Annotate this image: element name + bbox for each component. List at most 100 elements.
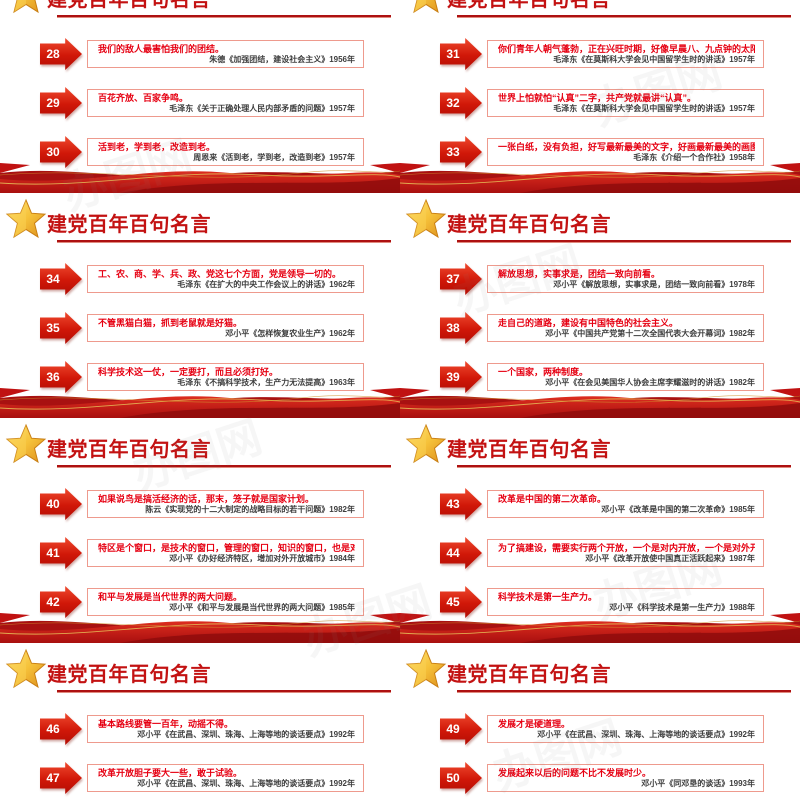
slide-thumbnail[interactable]: 建党百年百句名言 31 你们青年人朝气蓬勃，正在兴旺时期，好像早晨八、九点钟的太…: [400, 0, 800, 193]
number-arrow-badge: 34: [40, 263, 82, 295]
slide-title: 建党百年百句名言: [47, 439, 211, 461]
number-arrow-badge: 36: [40, 361, 82, 393]
quote-item: 30 活到老，学到老，改造到老。 周恩来《活到老，学到老，改造到老》1957年: [40, 136, 364, 168]
quote-list: 37 解放思想，实事求是，团结一致向前看。 邓小平《解放思想，实事求是，团结一致…: [400, 193, 800, 418]
item-number: 45: [446, 595, 460, 609]
slide-header: 建党百年百句名言: [400, 418, 800, 472]
quote-source: 邓小平《在武昌、深圳、珠海、上海等地的谈话要点》1992年: [537, 730, 755, 739]
quote-item: 44 为了搞建设，需要实行两个开放，一个是对内开放，一个是对外开放。 邓小平《改…: [440, 537, 764, 569]
quote-item: 41 特区是个窗口，是技术的窗口，管理的窗口，知识的窗口，也是对外政策的窗口。 …: [40, 537, 364, 569]
slide-thumbnail[interactable]: 建党百年百句名言 40 如果说鸟是搞活经济的话，那末，笼子就是国家计划。 陈云《…: [0, 418, 400, 643]
number-arrow-badge: 28: [40, 38, 82, 70]
header-divider: [57, 240, 391, 243]
quote-source: 邓小平《在武昌、深圳、珠海、上海等地的谈话要点》1992年: [137, 730, 355, 739]
number-arrow-badge: 33: [440, 136, 482, 168]
number-arrow-badge: 37: [440, 263, 482, 295]
quote-box: 特区是个窗口，是技术的窗口，管理的窗口，知识的窗口，也是对外政策的窗口。 邓小平…: [87, 539, 364, 567]
gold-star-icon: [405, 423, 447, 464]
quote-text: 改革开放胆子要大一些，敢于试验。: [98, 768, 243, 778]
item-number: 31: [446, 47, 460, 61]
quote-item: 45 科学技术是第一生产力。 邓小平《科学技术是第一生产力》1988年: [440, 586, 764, 618]
slide-thumbnail[interactable]: 建党百年百句名言 28 我们的敌人最害怕我们的团结。 朱德《加强团结，建设社会主…: [0, 0, 400, 193]
item-number: 49: [446, 722, 460, 736]
item-number: 43: [446, 497, 460, 511]
slide-header: 建党百年百句名言: [400, 193, 800, 247]
number-arrow-badge: 42: [40, 586, 82, 618]
slide-title: 建党百年百句名言: [447, 214, 611, 236]
item-number: 41: [46, 546, 60, 560]
quote-box: 如果说鸟是搞活经济的话，那末，笼子就是国家计划。 陈云《实现党的十二大制定的战略…: [87, 490, 364, 518]
quote-source: 邓小平《在武昌、深圳、珠海、上海等地的谈话要点》1992年: [137, 779, 355, 788]
ribbon-decoration: [0, 163, 400, 193]
quote-list: 49 发展才是硬道理。 邓小平《在武昌、深圳、珠海、上海等地的谈话要点》1992…: [400, 643, 800, 800]
item-number: 47: [46, 771, 60, 785]
quote-source: 毛泽东《在莫斯科大学会见中国留学生时的讲话》1957年: [553, 104, 755, 113]
slide-thumbnail[interactable]: 建党百年百句名言 43 改革是中国的第二次革命。 邓小平《改革是中国的第二次革命…: [400, 418, 800, 643]
quote-text: 科学技术是第一生产力。: [498, 592, 598, 602]
slide-thumbnail[interactable]: 建党百年百句名言 34 工、农、商、学、兵、政、党这七个方面，党是领导一切的。 …: [0, 193, 400, 418]
quote-item: 38 走自己的道路，建设有中国特色的社会主义。 邓小平《中国共产党第十二次全国代…: [440, 312, 764, 344]
number-arrow-badge: 30: [40, 136, 82, 168]
quote-item: 31 你们青年人朝气蓬勃，正在兴旺时期，好像早晨八、九点钟的太阳。 毛泽东《在莫…: [440, 38, 764, 70]
number-arrow-badge: 39: [440, 361, 482, 393]
item-number: 30: [46, 145, 60, 159]
slide-title: 建党百年百句名言: [47, 664, 211, 686]
slide-title: 建党百年百句名言: [47, 0, 211, 11]
quote-item: 40 如果说鸟是搞活经济的话，那末，笼子就是国家计划。 陈云《实现党的十二大制定…: [40, 488, 364, 520]
slide-thumbnail[interactable]: 建党百年百句名言 37 解放思想，实事求是，团结一致向前看。 邓小平《解放思想，…: [400, 193, 800, 418]
item-number: 44: [446, 546, 460, 560]
quote-text: 发展起来以后的问题不比不发展时少。: [498, 768, 652, 778]
quote-source: 邓小平《怎样恢复农业生产》1962年: [225, 329, 355, 338]
slide-title: 建党百年百句名言: [47, 214, 211, 236]
quote-item: 47 改革开放胆子要大一些，敢于试验。 邓小平《在武昌、深圳、珠海、上海等地的谈…: [40, 762, 364, 794]
slide-title: 建党百年百句名言: [447, 664, 611, 686]
item-number: 35: [46, 321, 60, 335]
header-divider: [457, 15, 791, 18]
quote-text: 科学技术这一仗，一定要打，而且必须打好。: [98, 367, 279, 377]
quote-source: 毛泽东《在扩大的中央工作会议上的讲话》1962年: [177, 280, 355, 289]
item-number: 38: [446, 321, 460, 335]
quote-text: 你们青年人朝气蓬勃，正在兴旺时期，好像早晨八、九点钟的太阳。: [498, 44, 755, 54]
quote-source: 邓小平《科学技术是第一生产力》1988年: [609, 603, 755, 612]
quote-box: 活到老，学到老，改造到老。 周恩来《活到老，学到老，改造到老》1957年: [87, 138, 364, 166]
slide-title: 建党百年百句名言: [447, 0, 611, 11]
quote-source: 陈云《实现党的十二大制定的战略目标的若干问题》1982年: [145, 505, 355, 514]
ribbon-decoration: [0, 388, 400, 418]
quote-source: 邓小平《改革开放使中国真正活跃起来》1987年: [585, 554, 755, 563]
number-arrow-badge: 32: [440, 87, 482, 119]
item-number: 36: [46, 370, 60, 384]
quote-source: 周恩来《活到老，学到老，改造到老》1957年: [193, 153, 355, 162]
quote-box: 一个国家，两种制度。 邓小平《在会见美国华人协会主席李耀滋时的讲话》1982年: [487, 363, 764, 391]
quote-list: 31 你们青年人朝气蓬勃，正在兴旺时期，好像早晨八、九点钟的太阳。 毛泽东《在莫…: [400, 0, 800, 193]
number-arrow-badge: 44: [440, 537, 482, 569]
item-number: 32: [446, 96, 460, 110]
quote-list: 40 如果说鸟是搞活经济的话，那末，笼子就是国家计划。 陈云《实现党的十二大制定…: [0, 418, 400, 643]
quote-item: 43 改革是中国的第二次革命。 邓小平《改革是中国的第二次革命》1985年: [440, 488, 764, 520]
quote-source: 毛泽东《介绍一个合作社》1958年: [633, 153, 755, 162]
number-arrow-badge: 49: [440, 713, 482, 745]
quote-item: 37 解放思想，实事求是，团结一致向前看。 邓小平《解放思想，实事求是，团结一致…: [440, 263, 764, 295]
quote-source: 毛泽东《不搞科学技术，生产力无法提高》1963年: [177, 378, 355, 387]
quote-text: 工、农、商、学、兵、政、党这七个方面，党是领导一切的。: [98, 269, 342, 279]
quote-list: 34 工、农、商、学、兵、政、党这七个方面，党是领导一切的。 毛泽东《在扩大的中…: [0, 193, 400, 418]
slide-thumbnail[interactable]: 建党百年百句名言 46 基本路线要管一百年，动摇不得。 邓小平《在武昌、深圳、珠…: [0, 643, 400, 800]
quote-item: 49 发展才是硬道理。 邓小平《在武昌、深圳、珠海、上海等地的谈话要点》1992…: [440, 713, 764, 745]
item-number: 39: [446, 370, 460, 384]
header-divider: [57, 465, 391, 468]
number-arrow-badge: 41: [40, 537, 82, 569]
quote-item: 29 百花齐放、百家争鸣。 毛泽东《关于正确处理人民内部矛盾的问题》1957年: [40, 87, 364, 119]
item-number: 46: [46, 722, 60, 736]
quote-box: 发展才是硬道理。 邓小平《在武昌、深圳、珠海、上海等地的谈话要点》1992年: [487, 715, 764, 743]
quote-box: 我们的敌人最害怕我们的团结。 朱德《加强团结，建设社会主义》1956年: [87, 40, 364, 68]
slide-thumbnail[interactable]: 建党百年百句名言 49 发展才是硬道理。 邓小平《在武昌、深圳、珠海、上海等地的…: [400, 643, 800, 800]
quote-text: 解放思想，实事求是，团结一致向前看。: [498, 269, 661, 279]
quote-text: 百花齐放、百家争鸣。: [98, 93, 189, 103]
slide-title: 建党百年百句名言: [447, 439, 611, 461]
ribbon-decoration: [400, 163, 800, 193]
quote-box: 和平与发展是当代世界的两大问题。 邓小平《和平与发展是当代世界的两大问题》198…: [87, 588, 364, 616]
number-arrow-badge: 38: [440, 312, 482, 344]
quote-item: 34 工、农、商、学、兵、政、党这七个方面，党是领导一切的。 毛泽东《在扩大的中…: [40, 263, 364, 295]
quote-text: 发展才是硬道理。: [498, 719, 571, 729]
